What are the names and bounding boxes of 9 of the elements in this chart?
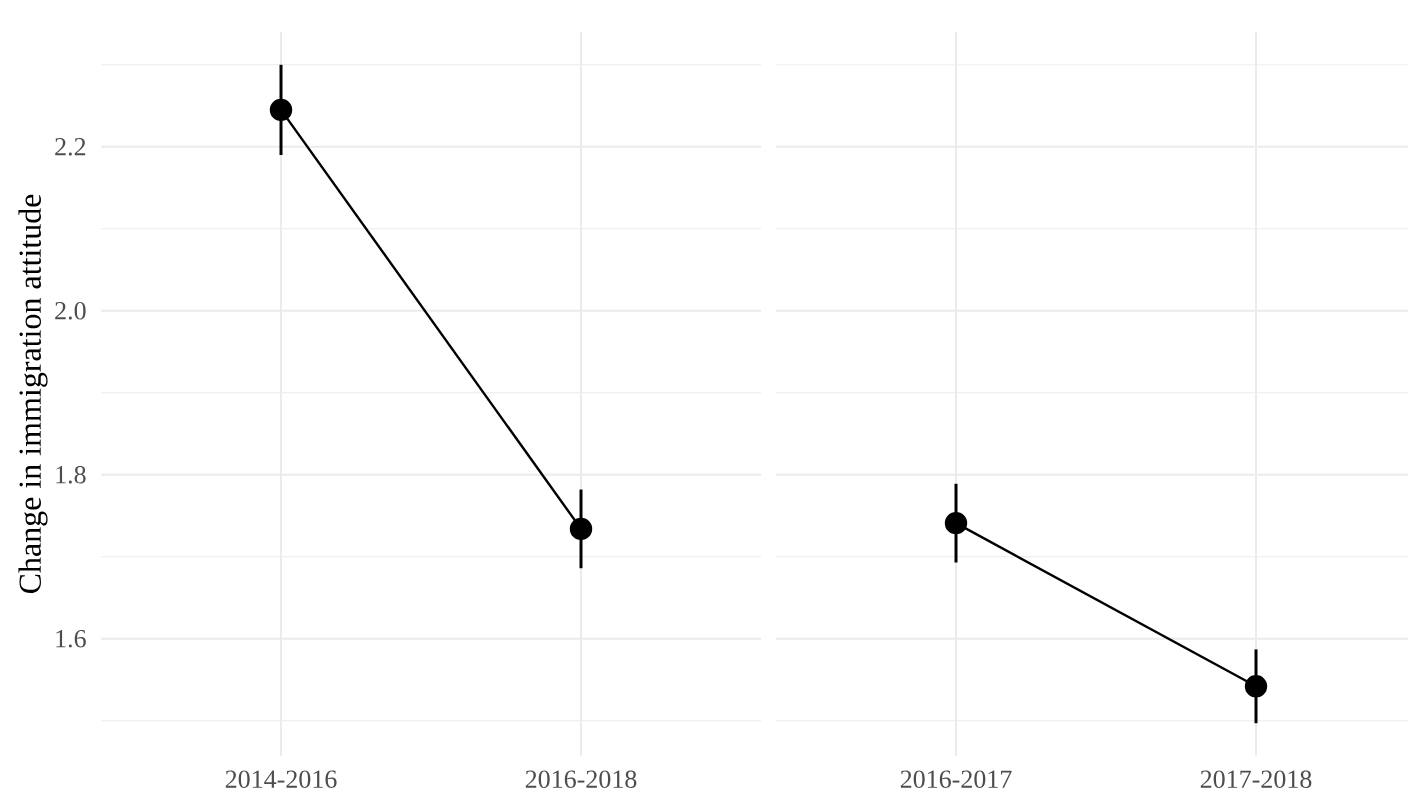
y-axis-title: Change in immigration attitude <box>18 194 48 594</box>
x-tick-label: 2016-2018 <box>525 770 637 788</box>
y-tick-label: 2.0 <box>55 301 86 320</box>
y-tick-label: 1.6 <box>56 629 86 648</box>
y-tick-label: 2.2 <box>55 138 86 156</box>
x-tick-label: 2014-2016 <box>225 770 337 788</box>
y-tick-label: 1.8 <box>56 465 86 484</box>
x-tick-label: 2016-2017 <box>900 770 1012 788</box>
x-tick-label: 2017-2018 <box>1200 770 1312 788</box>
